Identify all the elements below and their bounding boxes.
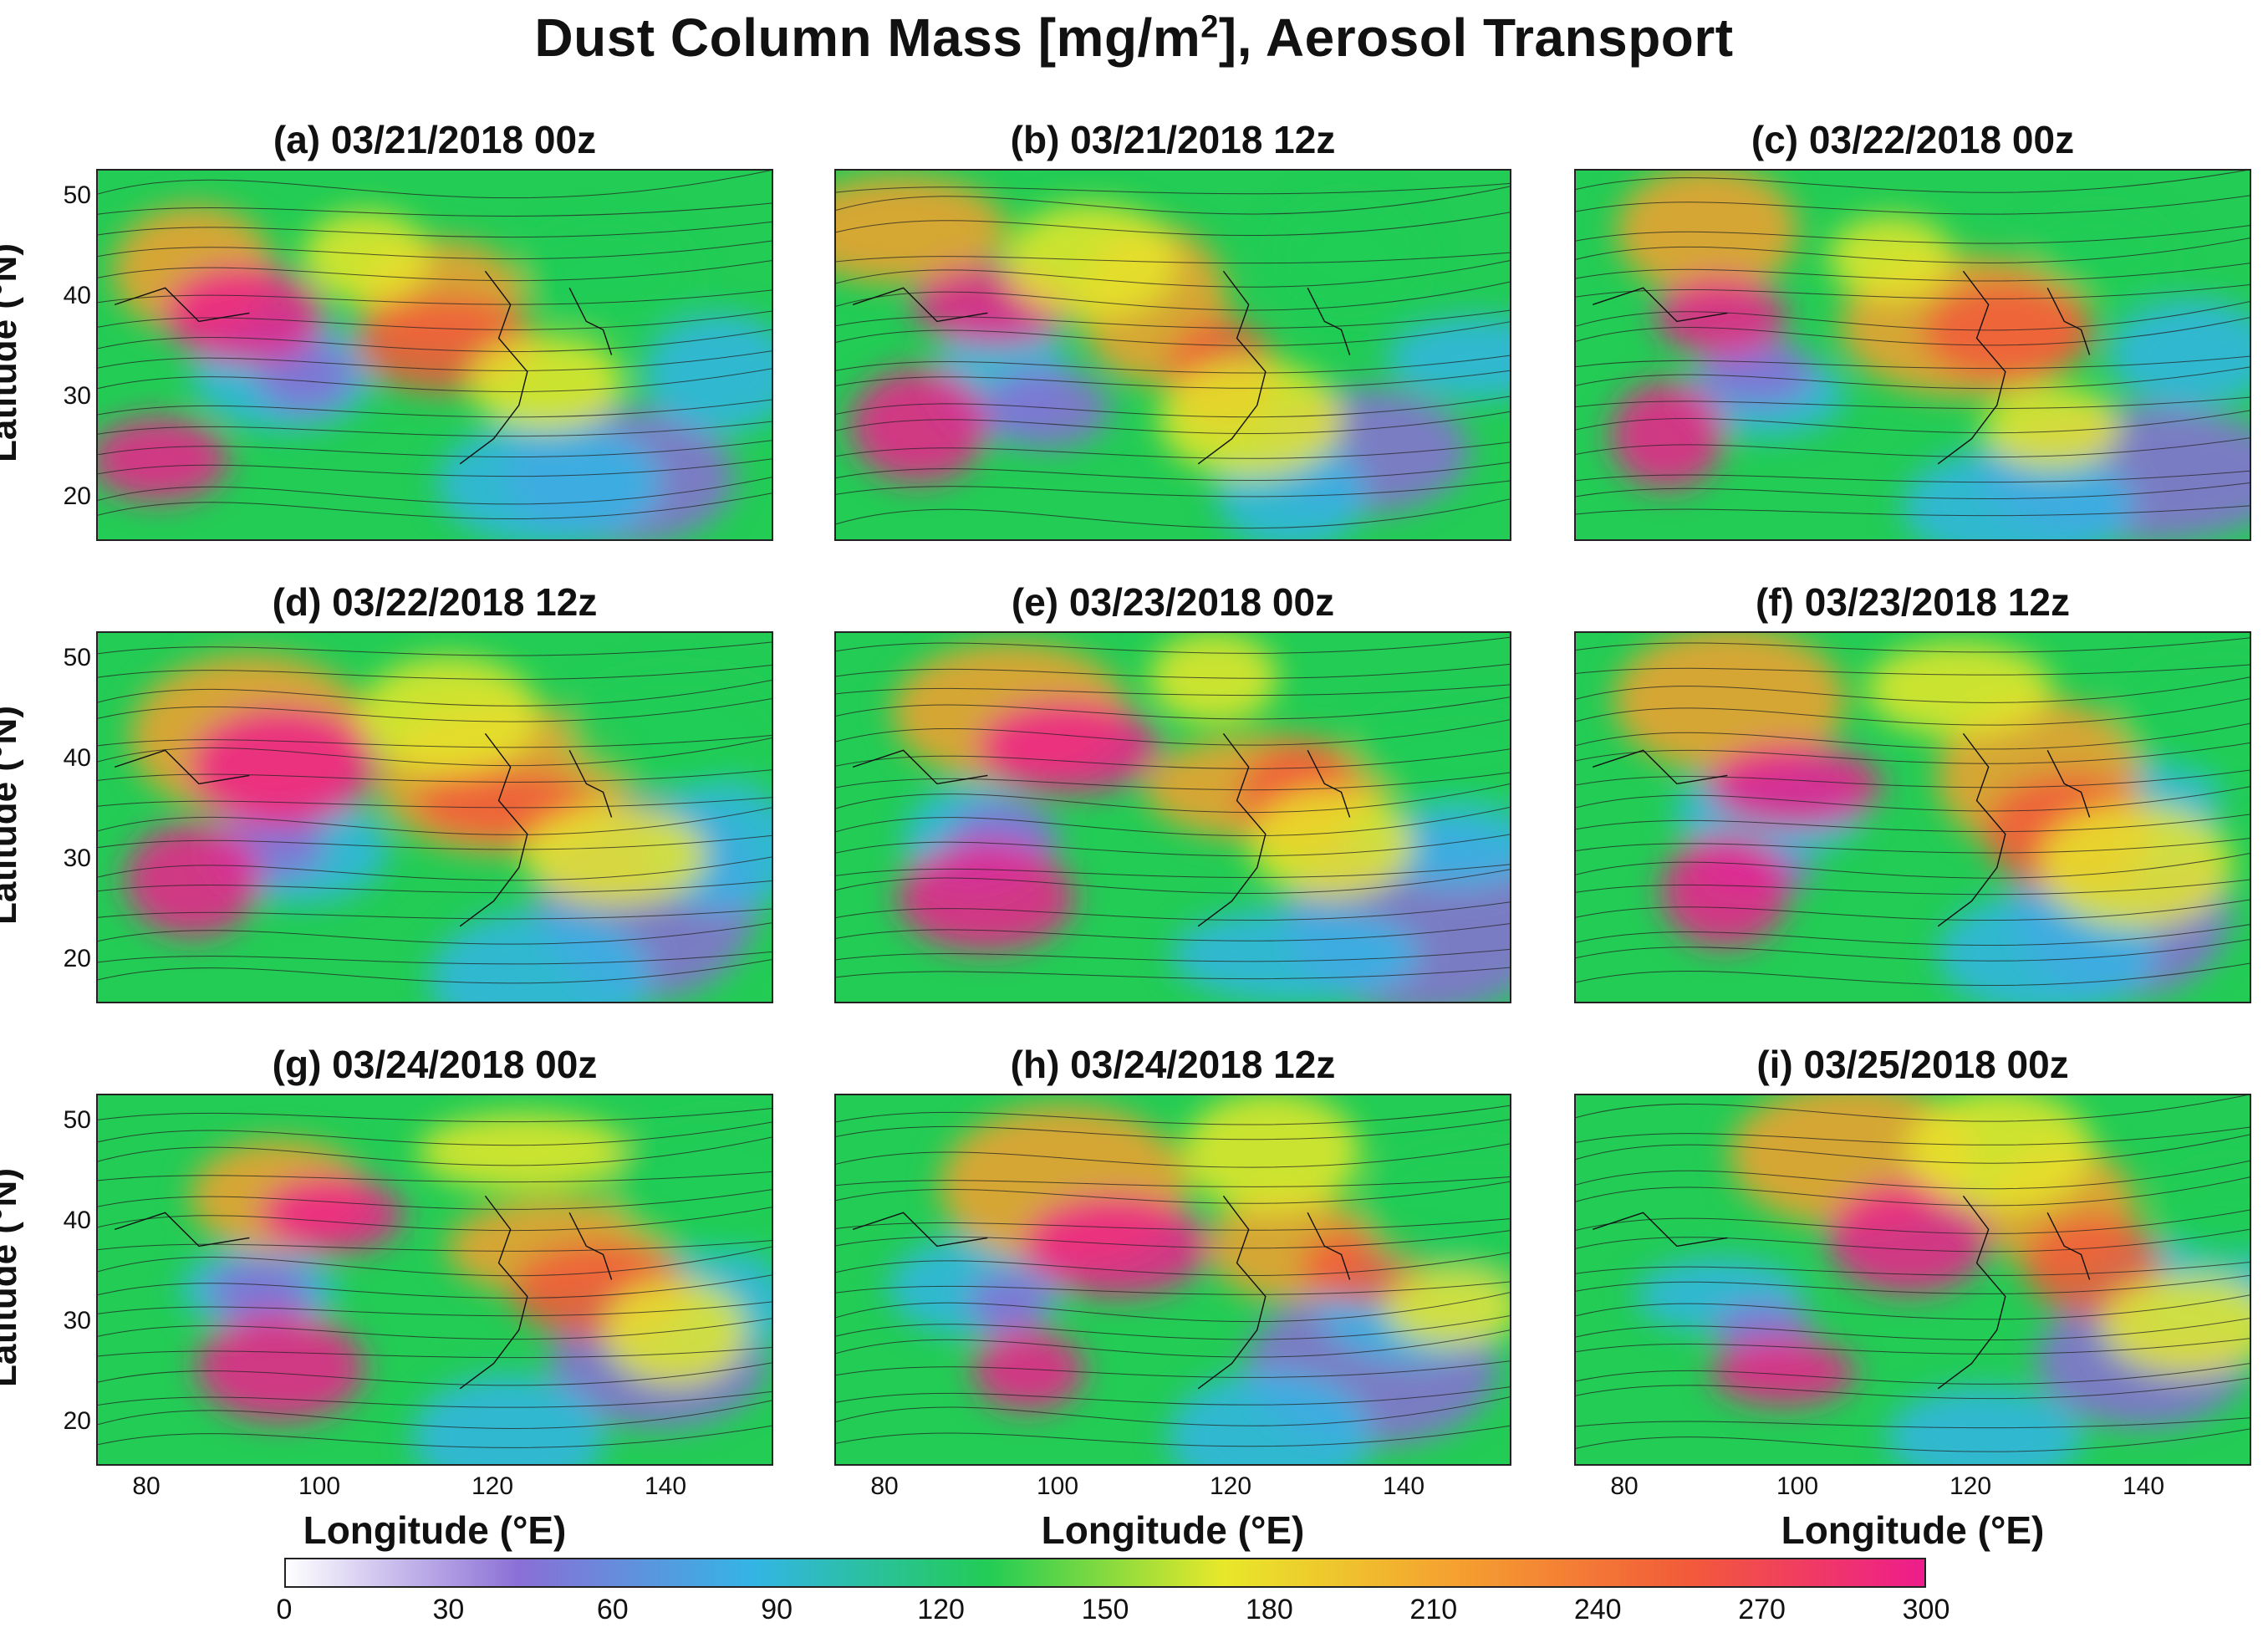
lon-tick-label: 120 xyxy=(471,1472,514,1500)
panel-title: (d) 03/22/2018 12z xyxy=(272,580,598,624)
colorbar-tick-label: 30 xyxy=(432,1594,465,1625)
dust-field xyxy=(1576,633,2250,1002)
lon-tick-label: 120 xyxy=(1209,1472,1252,1500)
dust-field xyxy=(98,171,772,539)
map-panel xyxy=(834,169,1511,541)
panel-title: (b) 03/21/2018 12z xyxy=(1010,118,1336,161)
dust-field xyxy=(98,633,772,1002)
lat-tick-label: 30 xyxy=(63,844,91,872)
lat-tick-label: 20 xyxy=(63,1407,91,1435)
map-panel xyxy=(1574,631,2251,1003)
figure-title-superscript: 2 xyxy=(1200,9,1219,45)
dust-field xyxy=(98,1095,772,1464)
colorbar-tick-label: 120 xyxy=(917,1594,965,1625)
colorbar-tick-label: 180 xyxy=(1246,1594,1293,1625)
map-panel xyxy=(96,631,773,1003)
lat-tick-label: 50 xyxy=(63,644,91,671)
lon-tick-label: 140 xyxy=(1382,1472,1425,1500)
lon-tick-label: 140 xyxy=(644,1472,687,1500)
colorbar-tick-label: 90 xyxy=(761,1594,793,1625)
lon-tick-label: 80 xyxy=(1610,1472,1639,1500)
lon-tick-label: 140 xyxy=(2122,1472,2165,1500)
panel-title: (h) 03/24/2018 12z xyxy=(1010,1043,1336,1086)
x-axis-label: Longitude (°E) xyxy=(1041,1508,1305,1552)
panel-title: (e) 03/23/2018 00z xyxy=(1011,580,1335,624)
dust-field xyxy=(1576,1095,2250,1464)
lat-tick-label: 40 xyxy=(63,744,91,772)
colorbar-tick-label: 270 xyxy=(1738,1594,1786,1625)
map-panel xyxy=(96,1094,773,1466)
y-axis-label: Latitude (°N) xyxy=(0,242,24,462)
lon-tick-label: 100 xyxy=(1776,1472,1819,1500)
map-panel xyxy=(96,169,773,541)
lat-tick-label: 50 xyxy=(63,181,91,209)
figure-title: Dust Column Mass [mg/m2], Aerosol Transp… xyxy=(0,7,2268,69)
colorbar-tick-label: 210 xyxy=(1409,1594,1458,1625)
lon-tick-label: 80 xyxy=(870,1472,899,1500)
lat-tick-label: 30 xyxy=(63,382,91,410)
panel-title: (a) 03/21/2018 00z xyxy=(273,118,597,161)
figure-title-main: Dust Column Mass [mg/m xyxy=(534,8,1201,68)
lat-tick-label: 20 xyxy=(63,945,91,972)
colorbar-tick-label: 240 xyxy=(1573,1594,1622,1625)
lat-tick-label: 50 xyxy=(63,1106,91,1134)
lat-tick-label: 30 xyxy=(63,1307,91,1334)
panel-title: (f) 03/23/2018 12z xyxy=(1756,580,2070,624)
dust-field xyxy=(1576,171,2250,539)
lon-tick-label: 120 xyxy=(1949,1472,1992,1500)
lon-tick-label: 100 xyxy=(298,1472,341,1500)
colorbar-tick-label: 150 xyxy=(1081,1594,1129,1625)
lon-tick-label: 80 xyxy=(132,1472,161,1500)
x-axis-label: Longitude (°E) xyxy=(303,1508,567,1552)
colorbar-tick-label: 300 xyxy=(1902,1594,1950,1625)
map-panel xyxy=(834,1094,1511,1466)
dust-field xyxy=(836,633,1510,1002)
lat-tick-label: 20 xyxy=(63,482,91,510)
lat-tick-label: 40 xyxy=(63,282,91,309)
map-panel xyxy=(834,631,1511,1003)
x-axis-label: Longitude (°E) xyxy=(1781,1508,2045,1552)
lat-tick-label: 40 xyxy=(63,1207,91,1234)
lon-tick-label: 100 xyxy=(1036,1472,1079,1500)
colorbar-tick-label: 0 xyxy=(276,1594,293,1625)
panel-title: (g) 03/24/2018 00z xyxy=(272,1043,598,1086)
panel-title: (c) 03/22/2018 00z xyxy=(1751,118,2075,161)
y-axis-label: Latitude (°N) xyxy=(0,705,24,925)
colorbar xyxy=(284,1558,1926,1588)
map-panel xyxy=(1574,1094,2251,1466)
colorbar-tick-label: 60 xyxy=(596,1594,629,1625)
dust-field xyxy=(836,171,1510,539)
dust-field xyxy=(836,1095,1510,1464)
figure-title-rest: ], Aerosol Transport xyxy=(1218,8,1734,68)
map-panel xyxy=(1574,169,2251,541)
panel-title: (i) 03/25/2018 00z xyxy=(1756,1043,2069,1086)
y-axis-label: Latitude (°N) xyxy=(0,1167,24,1387)
